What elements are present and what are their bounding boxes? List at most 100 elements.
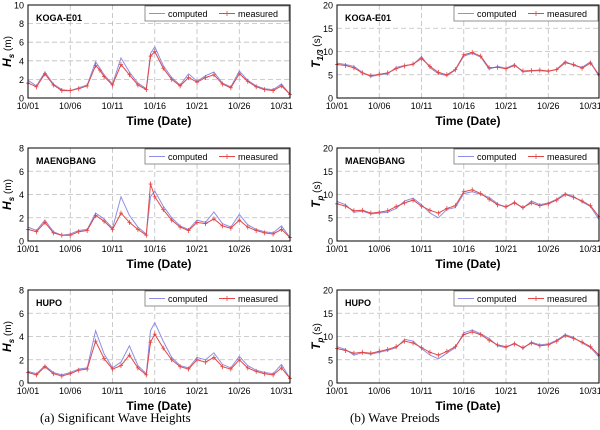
y-tick-label: 2 (19, 213, 24, 223)
series-line-computed (27, 190, 291, 238)
x-tick-label: 10/21 (495, 244, 518, 254)
series-line-measured (27, 183, 291, 238)
x-tick-label: 10/31 (270, 101, 293, 111)
series-line-computed (27, 45, 291, 95)
x-axis-label: Time (Date) (435, 114, 500, 128)
x-tick-label: 10/31 (579, 244, 600, 254)
x-tick-label: 10/21 (186, 101, 209, 111)
x-axis-label: Time (Date) (126, 399, 191, 413)
x-tick-label: 10/16 (453, 244, 476, 254)
y-tick-label: 15 (323, 24, 333, 34)
y-tick-label: 20 (323, 1, 333, 11)
plot-frame (336, 289, 600, 384)
y-tick-label: 4 (19, 190, 24, 200)
y-tick-label: 4 (19, 56, 24, 66)
y-axis-label: T1/3 (s) (309, 35, 325, 68)
legend-label-measured: measured (238, 152, 278, 162)
x-tick-label: 10/31 (579, 101, 600, 111)
station-label: KOGA-E01 (36, 13, 82, 23)
caption-left: (a) Significant Wave Heights (40, 410, 191, 425)
y-tick-label: 0 (328, 237, 333, 247)
y-tick-label: 20 (323, 286, 333, 296)
x-tick-label: 10/26 (228, 386, 251, 396)
x-tick-label: 10/21 (186, 386, 209, 396)
y-tick-label: 6 (19, 167, 24, 177)
x-tick-label: 10/06 (59, 244, 82, 254)
series-line-computed (336, 329, 600, 360)
legend-label-measured: measured (547, 152, 587, 162)
chart-panel-5: 0 2 4 6 8 10/01 10/06 10/11 10/16 10/21 10/26 10/31… (0, 286, 293, 414)
y-tick-label: 15 (323, 167, 333, 177)
y-tick-label: 2 (19, 355, 24, 365)
y-tick-label: 4 (19, 332, 24, 342)
series-line-measured (27, 333, 291, 379)
x-tick-label: 10/11 (411, 101, 433, 111)
legend-box (144, 290, 290, 307)
y-tick-label: 15 (323, 309, 333, 319)
x-tick-label: 10/11 (411, 386, 433, 396)
plot-frame (336, 147, 600, 242)
series-line-measured (27, 50, 291, 95)
plot-frame (27, 4, 291, 99)
x-tick-label: 10/26 (228, 101, 251, 111)
x-tick-label: 10/01 (326, 244, 349, 254)
y-axis-label: Tp (s) (309, 181, 325, 208)
station-label: KOGA-E01 (345, 13, 391, 23)
y-tick-label: 20 (323, 144, 333, 154)
y-tick-label: 10 (323, 332, 333, 342)
x-tick-label: 10/11 (411, 244, 433, 254)
y-tick-label: 6 (19, 38, 24, 48)
x-tick-label: 10/31 (579, 386, 600, 396)
station-label: MAENGBANG (345, 156, 405, 166)
x-tick-label: 10/26 (537, 244, 560, 254)
y-tick-label: 0 (328, 94, 333, 104)
legend-label-measured: measured (238, 294, 278, 304)
legend-label-computed: computed (168, 294, 208, 304)
x-tick-label: 10/01 (326, 386, 349, 396)
series-line-computed (336, 52, 600, 78)
y-tick-label: 10 (14, 1, 24, 11)
chart-panel-4: 0 5 10 15 20 10/01 10/06 10/11 10/16 10/21 10/26 10… (309, 144, 600, 271)
x-tick-label: 10/16 (144, 244, 167, 254)
station-label: MAENGBANG (36, 156, 96, 166)
legend-label-computed: computed (477, 9, 517, 19)
chart-panel-3: 0 2 4 6 8 10/01 10/06 10/11 10/16 10/21 10/26 10/31… (0, 144, 293, 272)
legend-label-computed: computed (168, 152, 208, 162)
x-tick-label: 10/06 (59, 386, 82, 396)
y-tick-label: 5 (328, 213, 333, 223)
y-tick-label: 0 (328, 379, 333, 389)
x-tick-label: 10/01 (326, 101, 349, 111)
legend-box (453, 290, 599, 307)
x-tick-label: 10/06 (368, 101, 391, 111)
x-tick-label: 10/16 (453, 386, 476, 396)
x-tick-label: 10/11 (102, 244, 124, 254)
plot-frame (336, 4, 600, 99)
x-tick-label: 10/11 (102, 101, 124, 111)
x-tick-label: 10/06 (368, 386, 391, 396)
y-axis-label: Hs (m) (0, 321, 16, 352)
series-line-computed (27, 321, 291, 379)
legend-label-computed: computed (168, 9, 208, 19)
x-tick-label: 10/26 (537, 101, 560, 111)
y-tick-label: 0 (19, 237, 24, 247)
legend-label-computed: computed (477, 152, 517, 162)
caption-right: (b) Wave Preiods (350, 410, 440, 425)
x-axis-label: Time (Date) (435, 257, 500, 271)
series-line-computed (336, 191, 600, 220)
legend-box (453, 5, 599, 22)
series-line-measured (336, 51, 600, 77)
x-tick-label: 10/16 (453, 101, 476, 111)
station-label: HUPO (345, 298, 371, 308)
x-tick-label: 10/11 (102, 386, 124, 396)
y-axis-label: Tp (s) (309, 323, 325, 350)
x-tick-label: 10/31 (270, 244, 293, 254)
series-line-measured (336, 331, 600, 356)
chart-panel-6: 0 5 10 15 20 10/01 10/06 10/11 10/16 10/21 10/26 10… (309, 286, 600, 413)
legend-box (144, 148, 290, 165)
y-axis-label: Hs (m) (0, 179, 16, 210)
y-tick-label: 8 (19, 286, 24, 296)
x-axis-label: Time (Date) (435, 399, 500, 413)
legend-label-measured: measured (547, 294, 587, 304)
x-tick-label: 10/16 (144, 101, 167, 111)
